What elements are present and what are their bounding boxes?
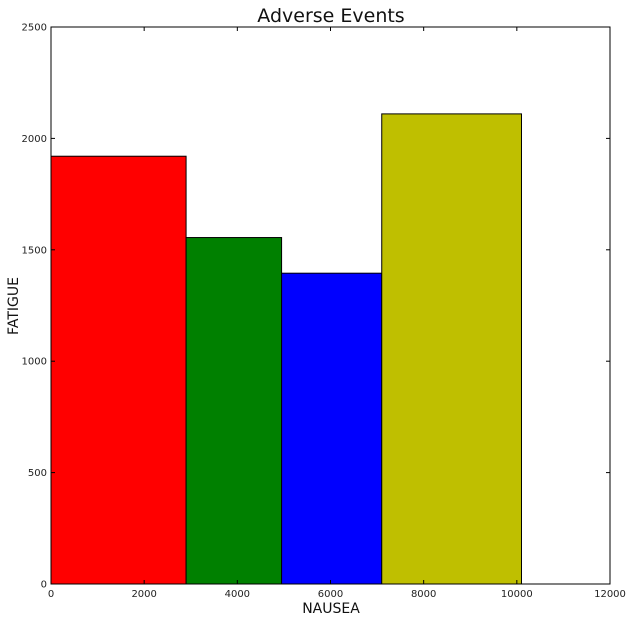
x-tick-label: 8000 — [411, 589, 436, 600]
bar-4 — [381, 113, 522, 585]
x-axis-label: NAUSEA — [302, 601, 360, 617]
x-tick-label: 6000 — [318, 589, 343, 600]
bar-2 — [185, 237, 283, 585]
x-tick-label: 10000 — [501, 589, 533, 600]
y-tick-label: 2000 — [22, 134, 47, 145]
bars-group — [50, 113, 522, 585]
x-tick-label: 12000 — [594, 589, 626, 600]
x-tick-label: 2000 — [131, 589, 156, 600]
y-tick-label: 1500 — [22, 245, 47, 256]
y-tick-label: 1000 — [22, 357, 47, 368]
bar-3 — [281, 272, 383, 585]
x-tick-label: 0 — [48, 589, 54, 600]
chart-title: Adverse Events — [257, 5, 404, 27]
y-tick-label: 2500 — [22, 23, 47, 34]
bar-1 — [50, 155, 187, 585]
y-tick-label: 0 — [41, 580, 47, 591]
y-axis-label: FATIGUE — [6, 277, 22, 335]
y-tick-label: 500 — [28, 468, 47, 479]
ticks-group: 0 2000 4000 6000 8000 10000 12000 0 500 1000 1500 2… — [22, 23, 626, 601]
x-tick-label: 4000 — [225, 589, 250, 600]
